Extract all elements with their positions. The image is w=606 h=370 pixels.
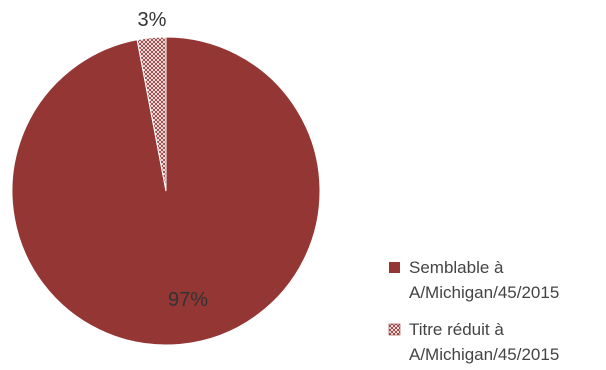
slice-value-label-similar: 97% xyxy=(168,289,208,311)
slice-value-label-reduced: 3% xyxy=(138,9,167,31)
pie-slice-reduced xyxy=(136,36,167,192)
legend-swatch-reduced xyxy=(388,323,401,336)
legend-label-reduced-line2: A/Michigan/45/2015 xyxy=(409,345,559,364)
pie-slices xyxy=(11,36,321,346)
legend: Semblable à A/Michigan/45/2015 Titre réd… xyxy=(388,258,559,364)
legend-item-similar: Semblable à A/Michigan/45/2015 xyxy=(389,258,559,302)
legend-label-similar-line2: A/Michigan/45/2015 xyxy=(409,283,559,302)
legend-label-reduced-line1: Titre réduit à xyxy=(409,320,504,339)
legend-item-reduced: Titre réduit à A/Michigan/45/2015 xyxy=(388,320,559,364)
legend-label-similar-line1: Semblable à xyxy=(409,258,504,277)
legend-swatch-similar xyxy=(389,262,400,273)
